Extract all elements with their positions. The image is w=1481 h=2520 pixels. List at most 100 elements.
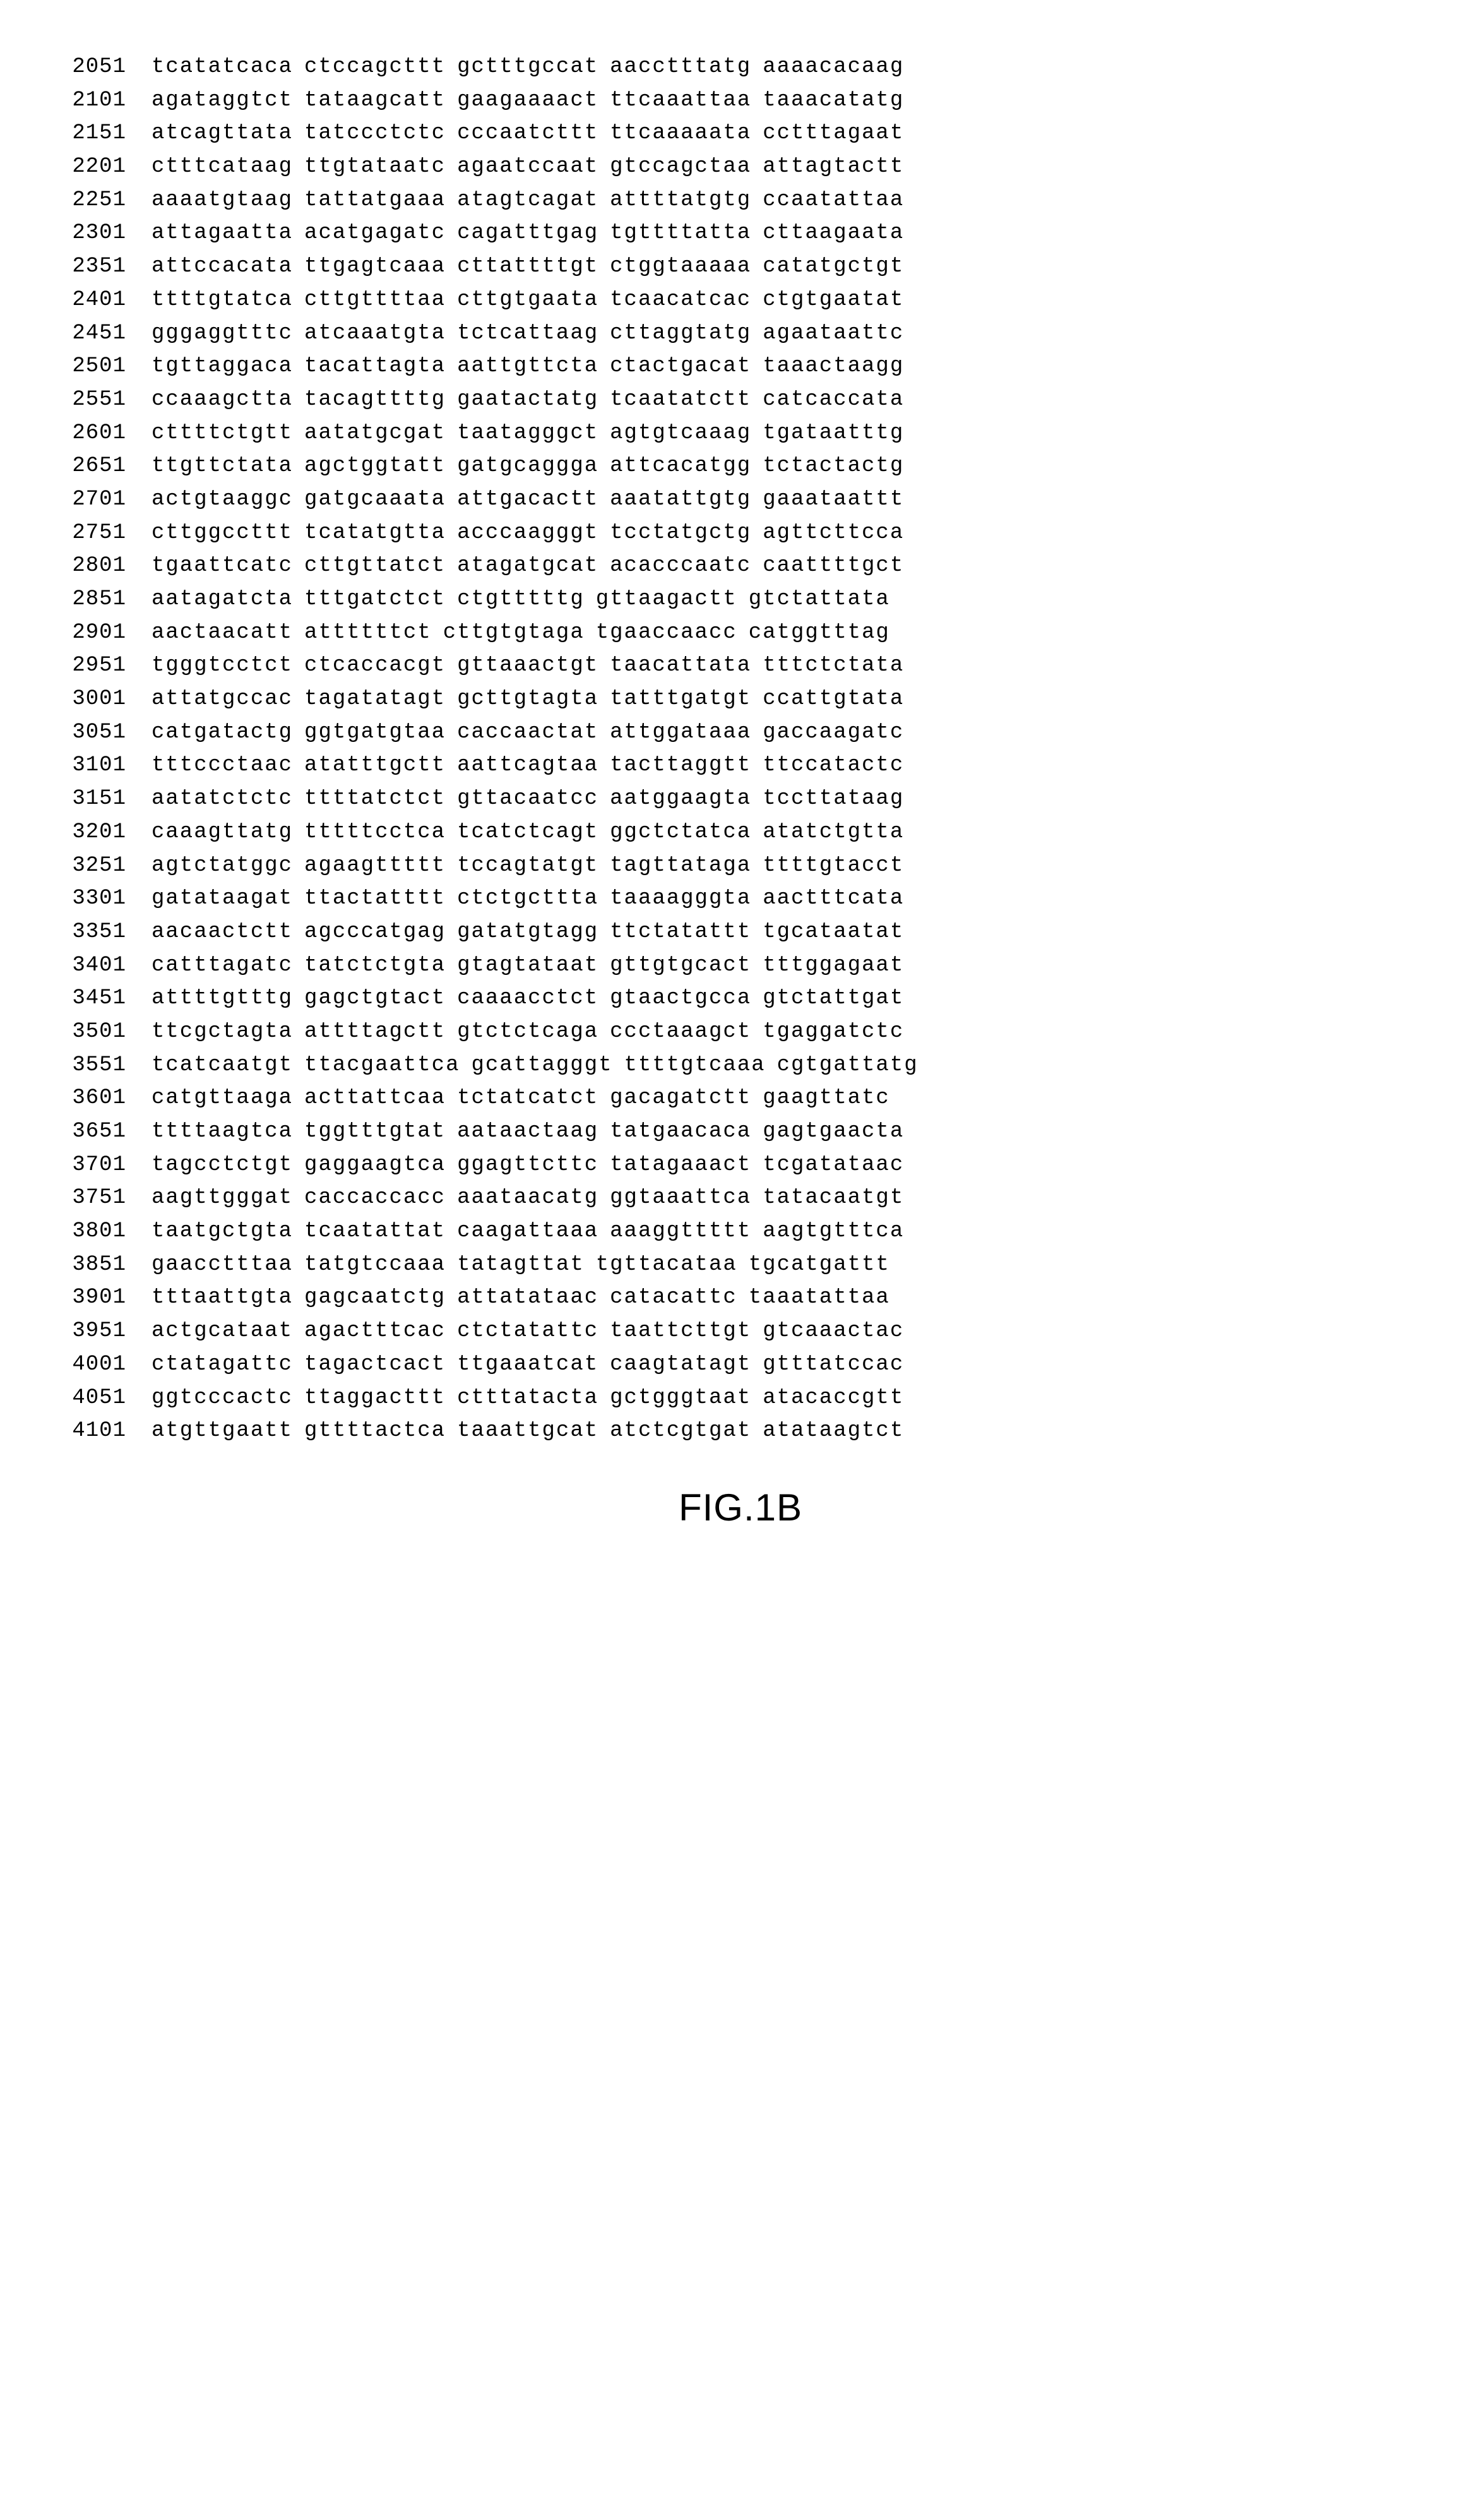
sequence-block: cttgtgaata bbox=[457, 284, 610, 317]
sequence-block: tgggtcctct bbox=[152, 649, 304, 683]
sequence-block: ctccagcttt bbox=[304, 51, 457, 84]
sequence-block: aaatattgtg bbox=[610, 483, 763, 517]
sequence-block: aaaggttttt bbox=[610, 1215, 763, 1248]
sequence-block: attttatgtg bbox=[610, 184, 763, 217]
sequence-block: ctactgacat bbox=[610, 350, 763, 383]
sequence-block: gaggaagtca bbox=[304, 1149, 457, 1182]
sequence-block: ctctatattc bbox=[457, 1315, 610, 1348]
sequence-row: 2551ccaaagcttatacagttttggaatactatgtcaata… bbox=[63, 383, 1418, 417]
sequence-block: gttacaatcc bbox=[457, 782, 610, 816]
sequence-position: 3851 bbox=[63, 1248, 152, 1282]
sequence-block: tatccctctc bbox=[304, 117, 457, 150]
sequence-block: aattcagtaa bbox=[457, 749, 610, 782]
sequence-position: 2951 bbox=[63, 649, 152, 683]
sequence-block: tgaggatctc bbox=[763, 1015, 915, 1049]
sequence-position: 3151 bbox=[63, 782, 152, 816]
sequence-block: agcccatgag bbox=[304, 916, 457, 949]
sequence-block: gcttgtagta bbox=[457, 683, 610, 716]
sequence-block: ggagttcttc bbox=[457, 1149, 610, 1182]
sequence-block: atcagttata bbox=[152, 117, 304, 150]
sequence-block: tgaaccaacc bbox=[596, 616, 749, 650]
sequence-block: ttttgtcaaa bbox=[624, 1049, 777, 1082]
sequence-position: 2251 bbox=[63, 184, 152, 217]
sequence-row: 3201caaagttatgtttttcctcatcatctcagtggctct… bbox=[63, 816, 1418, 849]
sequence-block: ttcaaattaa bbox=[610, 84, 763, 117]
sequence-position: 4101 bbox=[63, 1414, 152, 1448]
sequence-block: tccagtatgt bbox=[457, 849, 610, 883]
sequence-block: taaacatatg bbox=[763, 84, 915, 117]
sequence-block: ttttaagtca bbox=[152, 1115, 304, 1149]
sequence-row: 2951tgggtcctctctcaccacgtgttaaactgttaacat… bbox=[63, 649, 1418, 683]
sequence-block: tgataatttg bbox=[763, 417, 915, 450]
sequence-block: atctcgtgat bbox=[610, 1414, 763, 1448]
sequence-block: ccaaagctta bbox=[152, 383, 304, 417]
sequence-block: tataagcatt bbox=[304, 84, 457, 117]
sequence-block: cttaagaata bbox=[763, 217, 915, 250]
sequence-block: tcgatataac bbox=[763, 1149, 915, 1182]
sequence-row: 3051catgatactgggtgatgtaacaccaactatattgga… bbox=[63, 716, 1418, 749]
sequence-block: aactaacatt bbox=[152, 616, 304, 650]
sequence-block: tatctctgta bbox=[304, 949, 457, 982]
sequence-block: ctgtgaatat bbox=[763, 284, 915, 317]
sequence-block: agttcttcca bbox=[763, 517, 915, 550]
sequence-block: taatgctgta bbox=[152, 1215, 304, 1248]
sequence-block: ccaatattaa bbox=[763, 184, 915, 217]
sequence-block: tacttaggtt bbox=[610, 749, 763, 782]
sequence-row: 4101atgttgaattgttttactcataaattgcatatctcg… bbox=[63, 1414, 1418, 1448]
sequence-block: ctggtaaaaa bbox=[610, 250, 763, 284]
sequence-block: ttttatctct bbox=[304, 782, 457, 816]
sequence-row: 2451gggaggtttcatcaaatgtatctcattaagcttagg… bbox=[63, 317, 1418, 350]
sequence-block: aacctttatg bbox=[610, 51, 763, 84]
sequence-block: tttggagaat bbox=[763, 949, 915, 982]
sequence-position: 2851 bbox=[63, 583, 152, 616]
sequence-position: 4001 bbox=[63, 1348, 152, 1382]
sequence-block: aactttcata bbox=[763, 882, 915, 916]
sequence-position: 2201 bbox=[63, 150, 152, 184]
sequence-block: tgaattcatc bbox=[152, 549, 304, 583]
sequence-position: 2901 bbox=[63, 616, 152, 650]
sequence-position: 3351 bbox=[63, 916, 152, 949]
sequence-block: tttttcctca bbox=[304, 816, 457, 849]
sequence-row: 2701actgtaaggcgatgcaaataattgacacttaaatat… bbox=[63, 483, 1418, 517]
sequence-block: attatataac bbox=[457, 1281, 610, 1315]
sequence-row: 3451attttgtttggagctgtactcaaaacctctgtaact… bbox=[63, 982, 1418, 1015]
sequence-block: agaataattc bbox=[763, 317, 915, 350]
sequence-row: 3751aagttgggatcaccaccaccaaataacatgggtaaa… bbox=[63, 1181, 1418, 1215]
sequence-position: 3001 bbox=[63, 683, 152, 716]
sequence-row: 2901aactaacattattttttctcttgtgtagatgaacca… bbox=[63, 616, 1418, 650]
sequence-block: atagatgcat bbox=[457, 549, 610, 583]
sequence-block: tttctctata bbox=[763, 649, 915, 683]
sequence-block: aaaatgtaag bbox=[152, 184, 304, 217]
sequence-row: 3851gaacctttaatatgtccaaatatagttattgttaca… bbox=[63, 1248, 1418, 1282]
sequence-row: 3101tttccctaacatatttgcttaattcagtaatactta… bbox=[63, 749, 1418, 782]
sequence-position: 3101 bbox=[63, 749, 152, 782]
sequence-block: catggtttag bbox=[749, 616, 901, 650]
sequence-block: attcacatgg bbox=[610, 450, 763, 483]
sequence-block: gtcaaactac bbox=[763, 1315, 915, 1348]
sequence-block: gagtgaacta bbox=[763, 1115, 915, 1149]
sequence-block: agaatccaat bbox=[457, 150, 610, 184]
sequence-row: 4051ggtcccactcttaggactttctttatactagctggg… bbox=[63, 1382, 1418, 1415]
sequence-block: tcaacatcac bbox=[610, 284, 763, 317]
sequence-row: 3601catgttaagaacttattcaatctatcatctgacaga… bbox=[63, 1082, 1418, 1115]
sequence-block: tgcataatat bbox=[763, 916, 915, 949]
sequence-block: aaaacacaag bbox=[763, 51, 915, 84]
figure-label: FIG.1B bbox=[63, 1486, 1418, 1529]
sequence-block: caaagttatg bbox=[152, 816, 304, 849]
sequence-position: 2051 bbox=[63, 51, 152, 84]
sequence-position: 2451 bbox=[63, 317, 152, 350]
sequence-block: ttgagtcaaa bbox=[304, 250, 457, 284]
sequence-position: 3901 bbox=[63, 1281, 152, 1315]
sequence-position: 3201 bbox=[63, 816, 152, 849]
sequence-block: cttaggtatg bbox=[610, 317, 763, 350]
sequence-block: agtgtcaaag bbox=[610, 417, 763, 450]
sequence-block: agctggtatt bbox=[304, 450, 457, 483]
sequence-block: aatagatcta bbox=[152, 583, 304, 616]
sequence-row: 2401ttttgtatcacttgttttaacttgtgaatatcaaca… bbox=[63, 284, 1418, 317]
sequence-block: ttgtataatc bbox=[304, 150, 457, 184]
sequence-block: cttgttttaa bbox=[304, 284, 457, 317]
sequence-position: 3301 bbox=[63, 882, 152, 916]
sequence-block: caagtatagt bbox=[610, 1348, 763, 1382]
sequence-block: acttattcaa bbox=[304, 1082, 457, 1115]
sequence-block: gaccaagatc bbox=[763, 716, 915, 749]
